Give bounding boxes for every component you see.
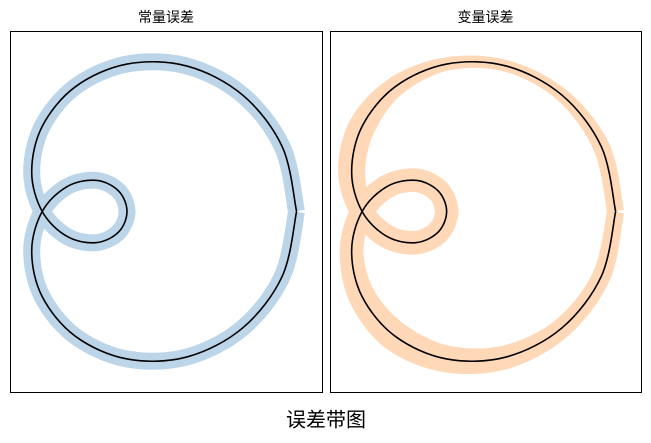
error-band xyxy=(23,53,305,370)
error-band xyxy=(338,55,624,375)
figure-title: 误差带图 xyxy=(286,408,366,432)
axes-title: 变量误差 xyxy=(458,10,514,26)
axes-frame xyxy=(330,31,642,393)
curve xyxy=(350,61,617,362)
curve xyxy=(30,61,298,362)
axes-title: 常量误差 xyxy=(138,10,194,26)
axes-frame xyxy=(10,31,323,393)
